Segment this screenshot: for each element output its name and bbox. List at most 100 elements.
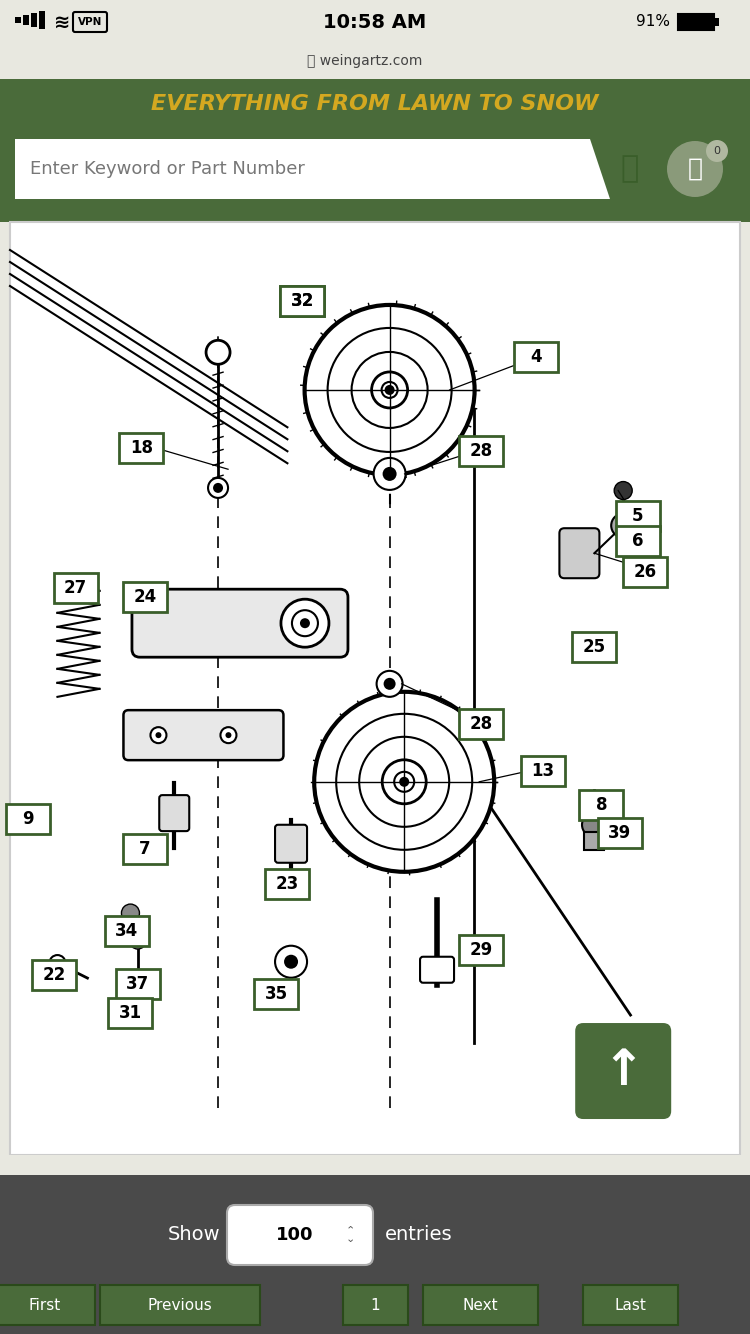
FancyBboxPatch shape xyxy=(124,710,284,760)
Circle shape xyxy=(304,305,475,475)
Circle shape xyxy=(336,714,472,850)
Circle shape xyxy=(292,610,318,636)
Text: ↑: ↑ xyxy=(602,1047,644,1095)
Bar xyxy=(678,13,714,29)
Circle shape xyxy=(275,946,307,978)
Circle shape xyxy=(383,678,395,690)
Bar xyxy=(31,13,37,27)
Text: 4: 4 xyxy=(530,348,542,367)
Text: 26: 26 xyxy=(634,563,657,580)
Text: Next: Next xyxy=(462,1298,498,1313)
Text: ≋: ≋ xyxy=(54,12,70,32)
Bar xyxy=(105,916,148,946)
Circle shape xyxy=(667,141,723,197)
FancyBboxPatch shape xyxy=(0,1285,95,1325)
Bar xyxy=(623,556,667,587)
FancyBboxPatch shape xyxy=(132,590,348,658)
Text: 39: 39 xyxy=(608,824,631,842)
Circle shape xyxy=(155,732,161,738)
Circle shape xyxy=(314,692,494,872)
Bar xyxy=(0,1175,750,1334)
Text: 1: 1 xyxy=(370,1298,380,1313)
Bar xyxy=(280,287,324,316)
Text: ⌃
⌄: ⌃ ⌄ xyxy=(345,1226,355,1245)
Circle shape xyxy=(359,736,449,827)
Circle shape xyxy=(399,776,410,787)
Circle shape xyxy=(394,772,414,792)
Text: 32: 32 xyxy=(290,292,314,311)
FancyBboxPatch shape xyxy=(420,956,454,983)
FancyBboxPatch shape xyxy=(422,1285,538,1325)
Text: 🛒: 🛒 xyxy=(688,157,703,181)
FancyBboxPatch shape xyxy=(560,528,599,578)
Bar xyxy=(521,755,565,786)
Bar xyxy=(572,631,616,662)
Bar xyxy=(616,526,660,556)
Text: Previous: Previous xyxy=(148,1298,212,1313)
Circle shape xyxy=(284,955,298,968)
Bar xyxy=(0,1155,750,1175)
Bar xyxy=(54,572,98,603)
Bar xyxy=(23,15,29,25)
Circle shape xyxy=(208,478,228,498)
Circle shape xyxy=(582,812,606,836)
Bar xyxy=(280,287,324,316)
Bar xyxy=(459,708,503,739)
Bar xyxy=(266,870,310,899)
Text: 🔍: 🔍 xyxy=(621,155,639,184)
Circle shape xyxy=(385,386,394,395)
Bar xyxy=(0,209,750,221)
Circle shape xyxy=(382,467,397,482)
Text: 🔒 weingartz.com: 🔒 weingartz.com xyxy=(308,53,423,68)
Bar xyxy=(254,979,298,1009)
Circle shape xyxy=(130,932,146,948)
FancyBboxPatch shape xyxy=(343,1285,407,1325)
Text: Enter Keyword or Part Number: Enter Keyword or Part Number xyxy=(30,160,305,177)
Bar xyxy=(579,790,623,820)
Text: 34: 34 xyxy=(116,922,139,940)
Text: 7: 7 xyxy=(140,840,151,858)
Text: VPN: VPN xyxy=(78,17,102,27)
Circle shape xyxy=(328,328,452,452)
Text: 18: 18 xyxy=(130,439,153,456)
Text: 25: 25 xyxy=(583,638,605,655)
Text: 10:58 AM: 10:58 AM xyxy=(323,12,427,32)
Text: 24: 24 xyxy=(134,588,157,606)
Bar xyxy=(598,818,641,848)
Text: 29: 29 xyxy=(470,940,493,959)
Bar xyxy=(39,11,45,29)
Circle shape xyxy=(376,671,403,696)
Text: 35: 35 xyxy=(265,984,288,1003)
Bar xyxy=(15,17,21,23)
Text: 27: 27 xyxy=(64,579,87,596)
Text: 28: 28 xyxy=(470,442,493,460)
Bar xyxy=(616,500,660,531)
Polygon shape xyxy=(15,139,610,199)
Bar xyxy=(0,129,750,209)
Circle shape xyxy=(382,382,398,398)
Circle shape xyxy=(371,372,407,408)
Circle shape xyxy=(220,727,236,743)
Text: 32: 32 xyxy=(290,292,314,311)
Text: 23: 23 xyxy=(276,875,299,894)
Text: 31: 31 xyxy=(119,1005,142,1022)
Circle shape xyxy=(352,352,428,428)
Bar xyxy=(116,970,160,999)
Bar xyxy=(119,432,164,463)
Bar xyxy=(123,582,167,612)
FancyBboxPatch shape xyxy=(100,1285,260,1325)
Text: 8: 8 xyxy=(596,796,607,814)
Bar xyxy=(123,834,167,864)
Circle shape xyxy=(226,732,232,738)
Text: 37: 37 xyxy=(126,975,149,994)
Circle shape xyxy=(213,483,223,492)
FancyBboxPatch shape xyxy=(575,1023,671,1119)
Text: 13: 13 xyxy=(531,762,554,779)
Text: Show: Show xyxy=(167,1226,220,1245)
FancyBboxPatch shape xyxy=(159,795,189,831)
Text: 5: 5 xyxy=(632,507,644,524)
Bar xyxy=(459,436,503,466)
Bar xyxy=(0,79,750,129)
Text: 6: 6 xyxy=(632,532,644,550)
FancyBboxPatch shape xyxy=(227,1205,373,1265)
